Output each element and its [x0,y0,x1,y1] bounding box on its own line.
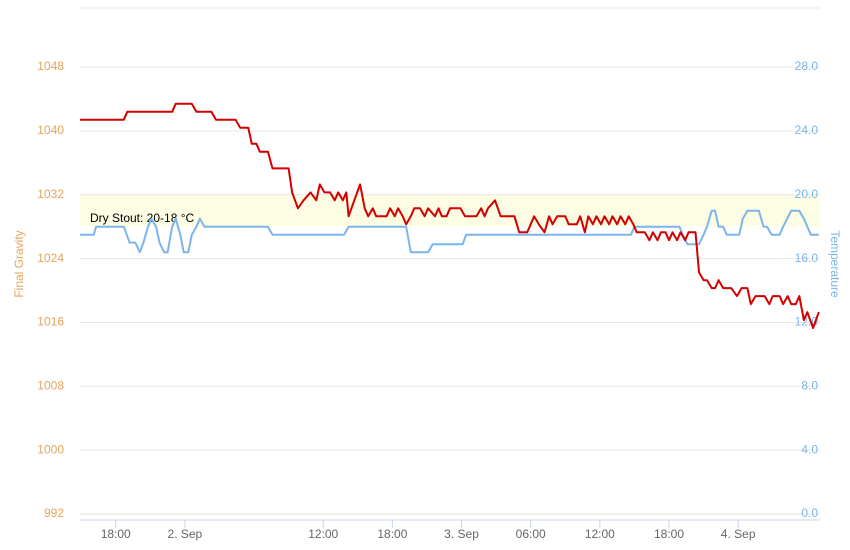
x-tick-label: 18:00 [377,527,407,541]
y-tick-label: 992 [44,506,64,520]
series-line [80,102,820,329]
series-line [80,209,819,254]
y-tick-label: 1024 [37,251,64,265]
x-tick-label: 18:00 [654,527,684,541]
y-tick-label: 1000 [37,442,64,456]
y2-tick-label: 24.0 [795,123,819,137]
y2-tick-label: 28.0 [795,59,819,73]
y-tick-label: 1016 [37,315,64,329]
y2-axis-title: Temperature [828,230,842,298]
x-tick-label: 12:00 [585,527,615,541]
x-tick-label: 4. Sep [721,527,756,541]
x-tick-label: 18:00 [101,527,131,541]
y2-tick-label: 4.0 [801,442,818,456]
plot-band-label: Dry Stout: 20-18 °C [90,211,195,225]
x-tick-label: 2. Sep [168,527,203,541]
x-tick-label: 06:00 [516,527,546,541]
y-tick-label: 1048 [37,59,64,73]
y2-tick-label: 20.0 [795,187,819,201]
y2-tick-label: 16.0 [795,251,819,265]
y2-tick-label: 8.0 [801,378,818,392]
x-tick-label: 3. Sep [444,527,479,541]
y-tick-label: 1008 [37,378,64,392]
y-axis-title: Final Gravity [12,230,26,297]
x-tick-label: 12:00 [308,527,338,541]
y2-tick-label: 0.0 [801,506,818,520]
y-tick-label: 1040 [37,123,64,137]
y-tick-label: 1032 [37,187,64,201]
